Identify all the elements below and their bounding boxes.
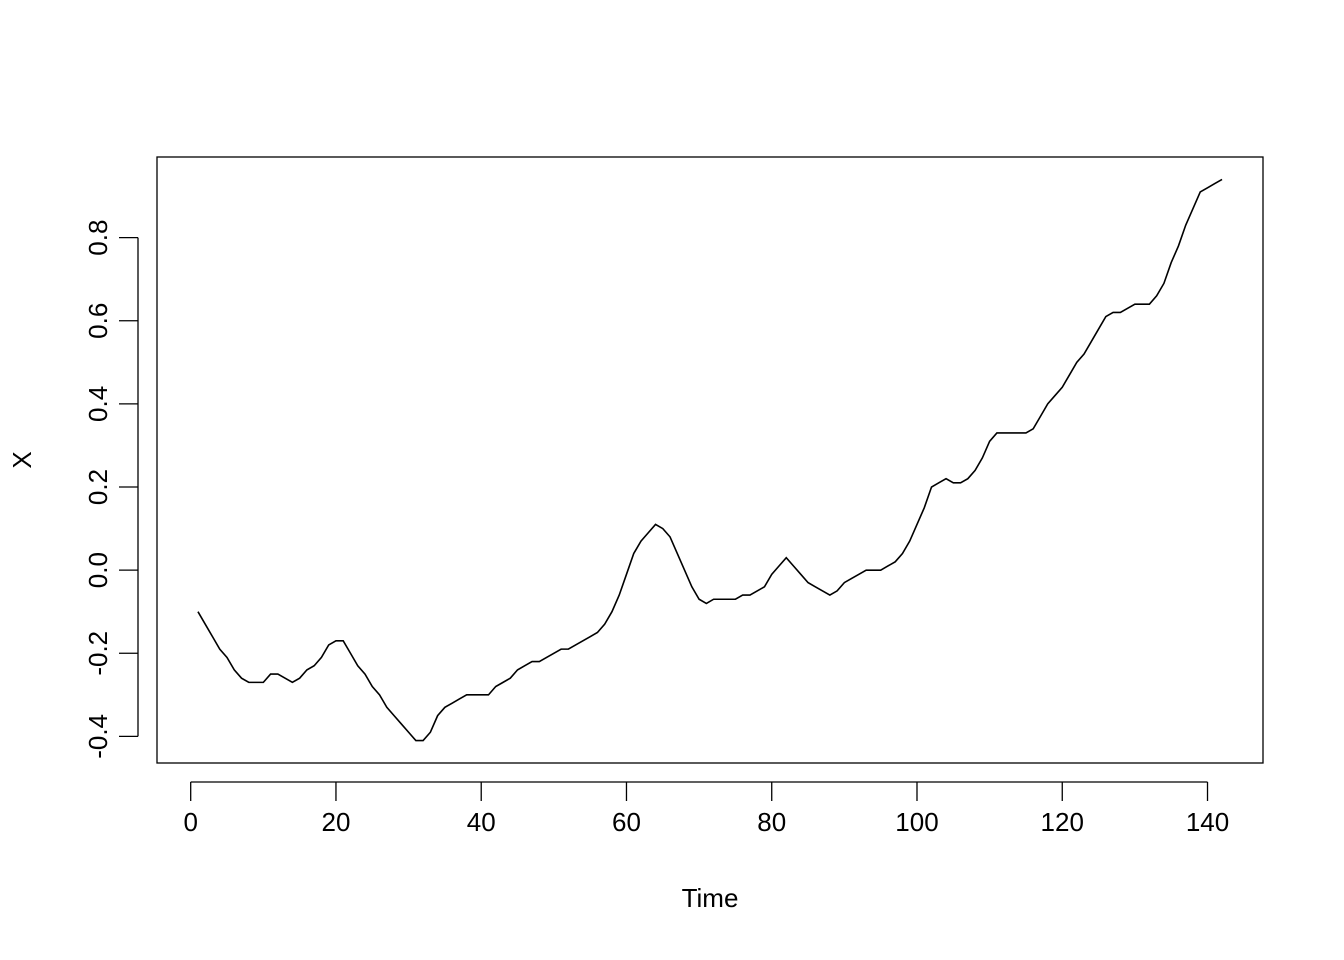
x-tick-label: 60 bbox=[612, 807, 641, 837]
x-tick-label: 40 bbox=[467, 807, 496, 837]
x-axis-title: Time bbox=[682, 883, 739, 913]
y-axis-title: X bbox=[7, 451, 37, 468]
x-tick-label: 80 bbox=[757, 807, 786, 837]
series-line bbox=[197, 178, 1223, 742]
y-tick-label: 0.6 bbox=[83, 303, 113, 339]
x-tick-label: 100 bbox=[895, 807, 938, 837]
y-tick-label: -0.2 bbox=[83, 631, 113, 676]
x-tick-label: 20 bbox=[321, 807, 350, 837]
x-tick-label: 0 bbox=[183, 807, 197, 837]
x-tick-label: 120 bbox=[1041, 807, 1084, 837]
y-tick-label: -0.4 bbox=[83, 714, 113, 759]
x-tick-label: 140 bbox=[1186, 807, 1229, 837]
y-tick-label: 0.0 bbox=[83, 552, 113, 588]
y-tick-label: 0.2 bbox=[83, 469, 113, 505]
y-tick-label: 0.8 bbox=[83, 220, 113, 256]
plot-box bbox=[156, 156, 1264, 764]
y-tick-label: 0.4 bbox=[83, 386, 113, 422]
